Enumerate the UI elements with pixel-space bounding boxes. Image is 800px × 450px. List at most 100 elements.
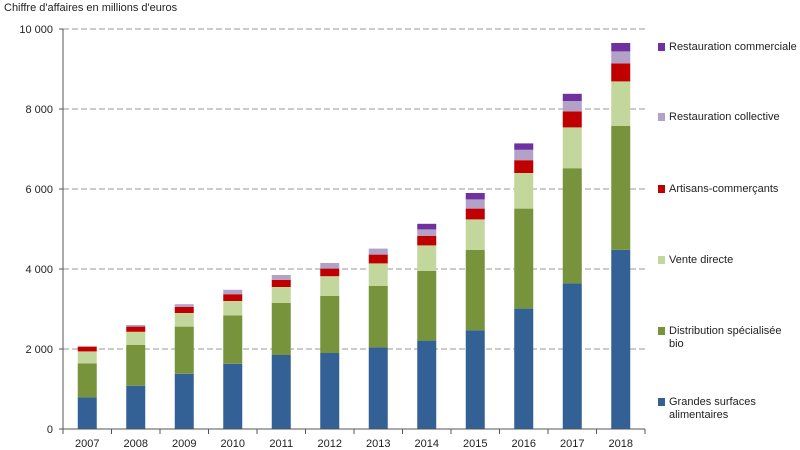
bar-segment	[368, 263, 388, 286]
bar-segment	[465, 330, 485, 429]
bar-segment	[368, 248, 388, 255]
bar-segment	[417, 235, 437, 246]
bar-segment	[368, 254, 388, 264]
bar-segment	[514, 208, 534, 309]
bar-segment	[465, 219, 485, 250]
bar-segment	[77, 397, 97, 429]
bar-segment	[611, 43, 631, 52]
bar-segment	[417, 340, 437, 429]
bar-segment	[562, 101, 582, 112]
bar-segment	[126, 331, 146, 345]
gridlines	[63, 28, 645, 350]
bar-segment	[126, 326, 146, 332]
x-tick-label: 2017	[560, 438, 584, 450]
bar-segment	[320, 353, 340, 429]
y-tick-label: 4 000	[25, 264, 53, 276]
legend-label: Vente directe	[669, 254, 734, 266]
bar-segment	[223, 289, 243, 295]
x-tick-label: 2009	[172, 438, 196, 450]
bar-segment	[611, 81, 631, 126]
bar-segment	[465, 208, 485, 220]
bar-segment	[223, 315, 243, 364]
bar-segment	[223, 301, 243, 316]
bar-segment	[320, 295, 340, 353]
bar-segment	[417, 245, 437, 271]
x-tick-label: 2016	[512, 438, 536, 450]
bar-segment	[465, 199, 485, 209]
y-tick-label: 10 000	[19, 24, 53, 36]
x-tick-label: 2011	[269, 438, 293, 450]
bar-segment	[514, 149, 534, 161]
x-tick-label: 2010	[221, 438, 245, 450]
bar-segment	[368, 347, 388, 429]
legend-label: Restauration collective	[669, 111, 780, 123]
bar-segment	[562, 283, 582, 429]
bar-segment	[271, 275, 291, 280]
bar-segment	[77, 346, 97, 352]
bar-segment	[126, 385, 146, 429]
bar-segment	[562, 93, 582, 101]
legend-swatch	[658, 256, 665, 264]
bar-segment	[611, 51, 631, 64]
bar-segment	[271, 279, 291, 287]
bar-segment	[562, 168, 582, 284]
bar-segment	[562, 127, 582, 169]
bar-segment	[320, 263, 340, 269]
bar-segment	[223, 294, 243, 301]
x-tick-label: 2008	[124, 438, 148, 450]
bar-segment	[514, 160, 534, 173]
x-tick-label: 2012	[318, 438, 342, 450]
bar-segment	[174, 313, 194, 327]
bar-segment	[126, 325, 146, 327]
y-tick-label: 2 000	[25, 344, 53, 356]
legend-swatch	[658, 327, 665, 335]
bar-segment	[514, 173, 534, 209]
bar-segment	[77, 351, 97, 364]
bar-segment	[611, 63, 631, 82]
x-tick-label: 2018	[609, 438, 633, 450]
bar-segment	[174, 373, 194, 429]
bar-segment	[271, 303, 291, 355]
legend-swatch	[658, 398, 665, 406]
legend-swatch	[658, 43, 665, 51]
bar-segment	[174, 326, 194, 374]
bar-segment	[77, 363, 97, 398]
bar-segment	[320, 268, 340, 277]
bar-segment	[320, 276, 340, 296]
x-tick-label: 2013	[366, 438, 390, 450]
bar-segment	[417, 229, 437, 236]
bar-segment	[611, 125, 631, 250]
bar-segment	[174, 307, 194, 313]
x-tick-label: 2007	[75, 438, 99, 450]
y-axis-title: Chiffre d'affaires en millions d'euros	[4, 2, 178, 14]
bar-segment	[465, 249, 485, 331]
legend-swatch	[658, 185, 665, 193]
x-tick-label: 2015	[463, 438, 487, 450]
bar-segment	[611, 249, 631, 429]
y-tick-label: 8 000	[25, 104, 53, 116]
legend-label: Distribution spécialisée bio	[669, 325, 782, 350]
x-tick-label: 2014	[415, 438, 439, 450]
bar-segment	[562, 111, 582, 128]
legend-label: Grandes surfaces alimentaires	[669, 396, 756, 421]
y-tick-label: 6 000	[25, 184, 53, 196]
bar-segment	[368, 285, 388, 348]
legend-swatch	[658, 113, 665, 121]
bar-segment	[465, 193, 485, 200]
bar-segment	[126, 345, 146, 386]
y-axis-ticks: 0 2 000 4 000 6 000 8 000 10 000	[19, 24, 63, 436]
bar-segment	[223, 363, 243, 429]
y-tick-label: 0	[47, 424, 53, 436]
x-axis: 2007 2008 2009 2010 2011 2012 2013 2014 2015 2016…	[59, 29, 646, 450]
bar-segment	[271, 287, 291, 303]
bar-segment	[417, 223, 437, 230]
bar-segment	[174, 304, 194, 307]
bar-segment	[271, 355, 291, 429]
bar-segment	[514, 308, 534, 429]
bar-segment	[514, 143, 534, 150]
bar-segment	[417, 271, 437, 341]
bars	[77, 43, 631, 429]
legend-label: Artisans-commerçants	[669, 183, 779, 195]
legend-label: Restauration commerciale	[669, 41, 797, 53]
